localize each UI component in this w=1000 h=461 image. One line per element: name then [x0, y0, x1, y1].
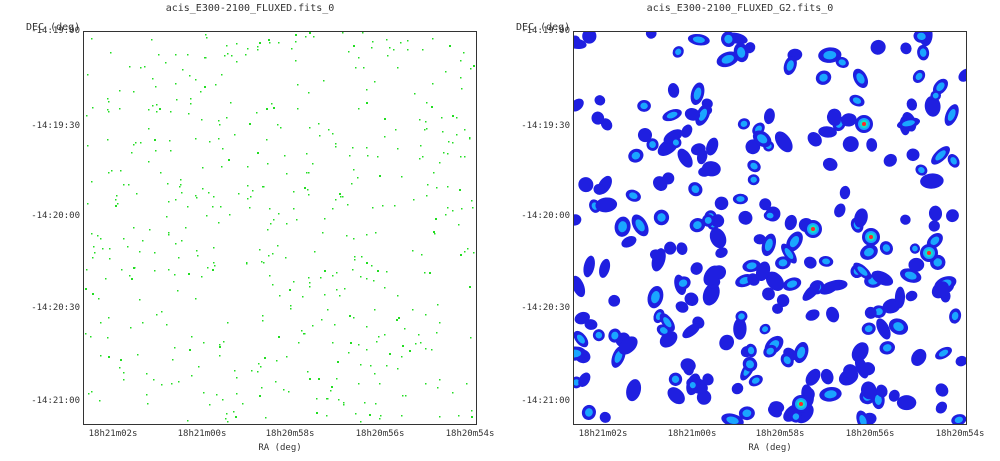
smoothed-image-plot[interactable]	[573, 31, 967, 425]
x-axis-label: RA (deg)	[748, 443, 792, 453]
x-tick-label: 18h20m56s	[845, 429, 895, 439]
y-axis-label: DEC (deg)	[26, 22, 81, 33]
x-tick-label: 18h21m02s	[88, 429, 138, 439]
y-tick-label: -14:20:00	[521, 211, 570, 221]
y-tick-label: -14:20:00	[31, 211, 80, 221]
left-image-panel: acis_E300-2100_FLUXED.fits_0 DEC (deg) -…	[26, 3, 495, 453]
smoothed-image	[574, 32, 966, 424]
right-image-panel: acis_E300-2100_FLUXED_G2.fits_0 DEC (deg…	[490, 0, 990, 461]
x-tick-label: 18h20m58s	[265, 429, 315, 439]
event-image-plot[interactable]	[83, 31, 477, 425]
x-tick-label: 18h20m58s	[755, 429, 805, 439]
y-tick-label: -14:19:00	[31, 26, 80, 36]
x-axis-label: RA (deg)	[258, 443, 302, 453]
y-tick-label: -14:19:00	[521, 26, 570, 36]
panel-title: acis_E300-2100_FLUXED_G2.fits_0	[646, 3, 834, 14]
x-tick-label: 18h21m00s	[177, 429, 227, 439]
x-tick-label: 18h21m02s	[578, 429, 628, 439]
panel-title: acis_E300-2100_FLUXED.fits_0	[165, 3, 335, 14]
x-tick-label: 18h20m54s	[935, 429, 985, 439]
y-tick-label: -14:19:30	[31, 121, 80, 131]
y-tick-label: -14:20:30	[31, 303, 80, 313]
x-tick-label: 18h20m54s	[445, 429, 495, 439]
y-tick-label: -14:20:30	[521, 303, 570, 313]
x-tick-label: 18h20m56s	[355, 429, 405, 439]
y-tick-label: -14:21:00	[521, 396, 570, 406]
y-tick-label: -14:19:30	[521, 121, 570, 131]
y-tick-label: -14:21:00	[31, 396, 80, 406]
y-axis-label: DEC (deg)	[516, 22, 571, 33]
x-tick-label: 18h21m00s	[667, 429, 717, 439]
event-image	[85, 32, 475, 423]
